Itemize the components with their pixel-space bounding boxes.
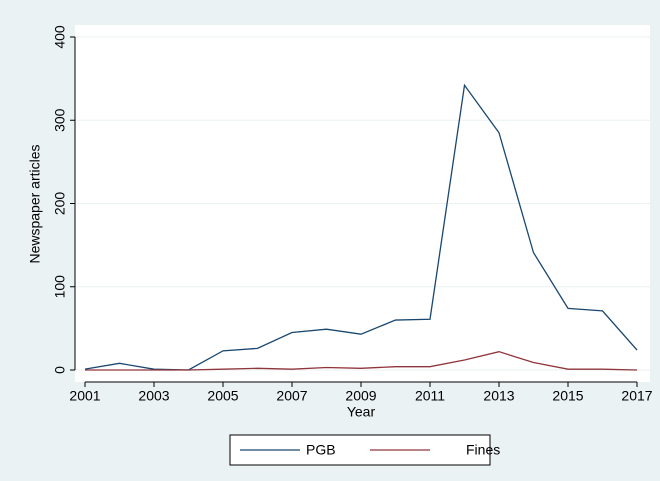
x-tick-label: 2001 (69, 388, 100, 404)
y-axis-label: Newspaper articles (27, 144, 43, 263)
x-tick-label: 2015 (552, 388, 583, 404)
x-tick-label: 2013 (483, 388, 514, 404)
x-axis-label: Year (347, 404, 376, 420)
x-tick-label: 2009 (345, 388, 376, 404)
legend-label: PGB (306, 442, 336, 458)
line (85, 351, 638, 371)
y-tick-label: 100 (52, 275, 68, 299)
x-tick-label: 2007 (276, 388, 307, 404)
x-tick-label: 2011 (415, 388, 445, 404)
y-tick-label: 300 (52, 108, 68, 132)
y-tick-label: 200 (52, 192, 68, 216)
y-tick-label: 0 (52, 366, 68, 374)
x-tick-label: 2017 (621, 388, 652, 404)
x-tick-label: 2003 (138, 388, 169, 404)
legend-label: Fines (466, 442, 500, 458)
y-tick-label: 400 (52, 25, 68, 49)
x-tick-label: 2005 (207, 388, 238, 404)
